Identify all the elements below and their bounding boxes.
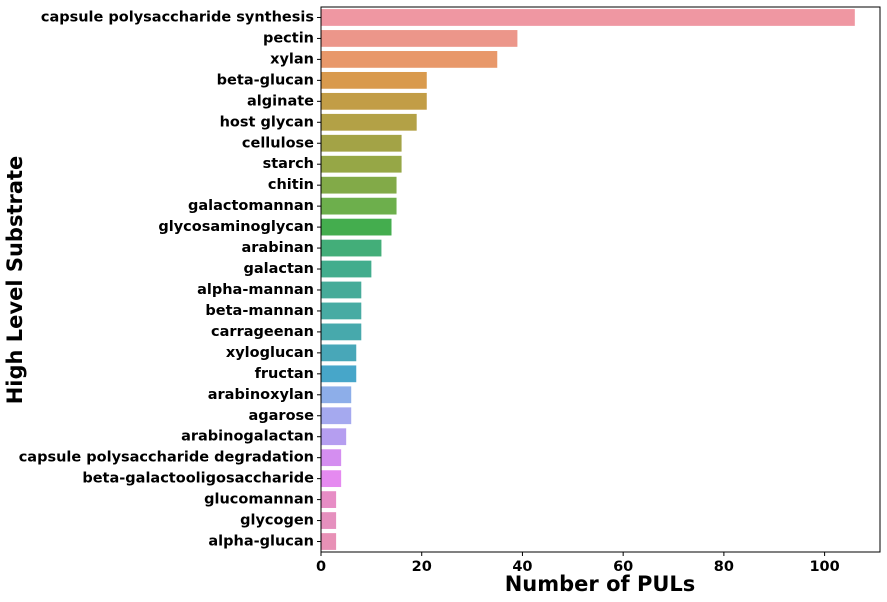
y-tick-label: agarose bbox=[248, 408, 314, 424]
y-tick-label: alpha-mannan bbox=[197, 282, 314, 298]
bar-chitin bbox=[321, 176, 397, 194]
bar-xylan bbox=[321, 51, 498, 68]
bar-cellulose bbox=[321, 134, 402, 152]
y-tick-label: arabinan bbox=[242, 240, 315, 256]
x-tick-label: 80 bbox=[714, 559, 734, 575]
bar-alpha-mannan bbox=[321, 281, 362, 299]
y-tick-label: glycosaminoglycan bbox=[158, 219, 314, 235]
y-tick-label: beta-glucan bbox=[217, 72, 314, 88]
bar-alginate bbox=[321, 92, 427, 110]
y-tick-label: alpha-glucan bbox=[208, 534, 314, 550]
bar-agarose bbox=[321, 407, 352, 425]
bar-beta-mannan bbox=[321, 302, 362, 320]
y-tick-label: arabinogalactan bbox=[181, 429, 314, 445]
bar-host-glycan bbox=[321, 113, 417, 131]
y-tick-label: host glycan bbox=[220, 114, 314, 130]
bar-glycogen bbox=[321, 512, 337, 529]
x-tick-label: 0 bbox=[316, 559, 326, 575]
bar-arabinogalactan bbox=[321, 428, 347, 446]
bar-carrageenan bbox=[321, 323, 362, 341]
bar-capsule-polysaccharide-degradation bbox=[321, 449, 342, 467]
y-axis: capsule polysaccharide synthesis pectin xy… bbox=[19, 9, 321, 550]
plot-area bbox=[321, 9, 855, 550]
bar-fructan bbox=[321, 365, 357, 383]
bar-galactan bbox=[321, 260, 372, 278]
y-tick-label: galactan bbox=[243, 261, 314, 277]
y-tick-label: starch bbox=[263, 156, 314, 172]
plot-frame bbox=[320, 6, 881, 553]
x-tick-label: 20 bbox=[412, 559, 432, 575]
y-tick-label: xyloglucan bbox=[226, 345, 314, 361]
y-tick-label: carrageenan bbox=[211, 324, 314, 340]
bar-glycosaminoglycan bbox=[321, 218, 392, 236]
y-tick-label: xylan bbox=[270, 51, 314, 67]
y-tick-label: pectin bbox=[263, 30, 314, 46]
bar-capsule-polysaccharide-synthesis bbox=[321, 9, 855, 26]
bar-arabinan bbox=[321, 239, 382, 257]
bar-xyloglucan bbox=[321, 344, 357, 362]
y-tick-label: capsule polysaccharide degradation bbox=[19, 450, 314, 466]
y-tick-label: beta-galactooligosaccharide bbox=[82, 471, 314, 487]
x-tick-label: 60 bbox=[613, 559, 633, 575]
bar-beta-galactooligosaccharide bbox=[321, 470, 342, 488]
y-tick-label: beta-mannan bbox=[205, 303, 314, 319]
bar-glucomannan bbox=[321, 491, 337, 508]
bar-pectin bbox=[321, 30, 518, 47]
x-axis: 0 20 40 60 80 100 bbox=[316, 552, 840, 575]
y-tick-label: galactomannan bbox=[188, 198, 314, 214]
y-tick-label: alginate bbox=[247, 93, 314, 109]
y-tick-label: fructan bbox=[255, 366, 314, 382]
bar-starch bbox=[321, 155, 402, 173]
x-axis-title: Number of PULs bbox=[505, 572, 696, 596]
y-tick-label: arabinoxylan bbox=[208, 387, 314, 403]
x-tick-label: 40 bbox=[512, 559, 532, 575]
y-tick-label: cellulose bbox=[242, 135, 314, 151]
x-tick-label: 100 bbox=[809, 559, 839, 575]
y-tick-label: glycogen bbox=[240, 513, 314, 529]
bar-beta-glucan bbox=[321, 71, 427, 89]
bar-galactomannan bbox=[321, 197, 397, 215]
bar-arabinoxylan bbox=[321, 386, 352, 404]
y-axis-title: High Level Substrate bbox=[3, 156, 27, 405]
y-tick-label: capsule polysaccharide synthesis bbox=[41, 9, 314, 25]
y-tick-label: glucomannan bbox=[204, 492, 314, 508]
y-tick-label: chitin bbox=[268, 177, 314, 193]
bar-alpha-glucan bbox=[321, 533, 337, 550]
